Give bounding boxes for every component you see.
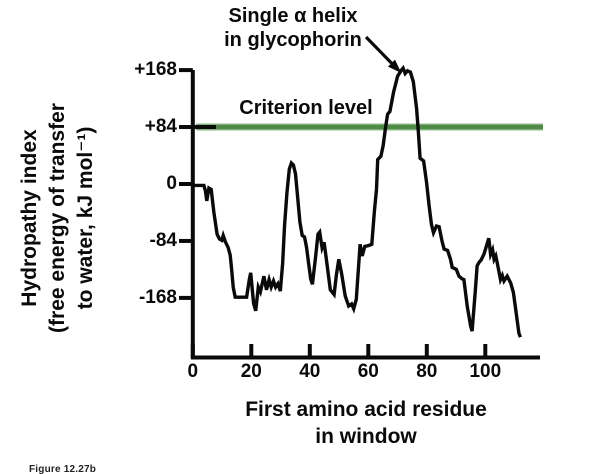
x-tick-label-40: 40 — [299, 361, 321, 382]
y-axis-title: Hydropathy index (free energy of transfe… — [16, 58, 100, 378]
x-axis-title-line-1: First amino acid residue — [245, 398, 487, 421]
y-axis-title-line-2: (free energy of transfer — [46, 103, 69, 333]
y-tick-label--168: -168 — [138, 286, 177, 308]
x-tick-label-0: 0 — [187, 361, 199, 382]
x-tick-label-80: 80 — [416, 361, 438, 382]
annotation-arrow-line — [364, 35, 394, 66]
x-tick-label-100: 100 — [469, 361, 502, 382]
annotation-line-1: Single α helix — [228, 5, 358, 27]
y-axis-title-line-3: to water, kJ mol⁻¹) — [74, 126, 97, 310]
y-tick-label-0: 0 — [166, 173, 177, 194]
annotation-line-2: in glycophorin — [224, 29, 362, 51]
y-axis-title-line-1: Hydropathy index — [18, 129, 41, 307]
x-tick-label-60: 60 — [357, 361, 379, 382]
annotation-single-alpha-helix: Single α helix in glycophorin — [203, 4, 383, 52]
x-axis-title: First amino acid residue in window — [216, 396, 516, 450]
figure-caption: Figure 12.27b — [29, 464, 97, 474]
y-tick-label--84: -84 — [149, 229, 177, 251]
hydropathy-curve — [192, 64, 522, 338]
annotation-arrowhead-icon — [387, 59, 402, 74]
y-tick-label-84: +84 — [144, 116, 177, 138]
y-tick-label-168: +168 — [134, 59, 177, 81]
x-tick-label-20: 20 — [240, 361, 262, 382]
criterion-level-label: Criterion level — [239, 97, 373, 119]
x-axis-title-line-2: in window — [315, 425, 417, 448]
